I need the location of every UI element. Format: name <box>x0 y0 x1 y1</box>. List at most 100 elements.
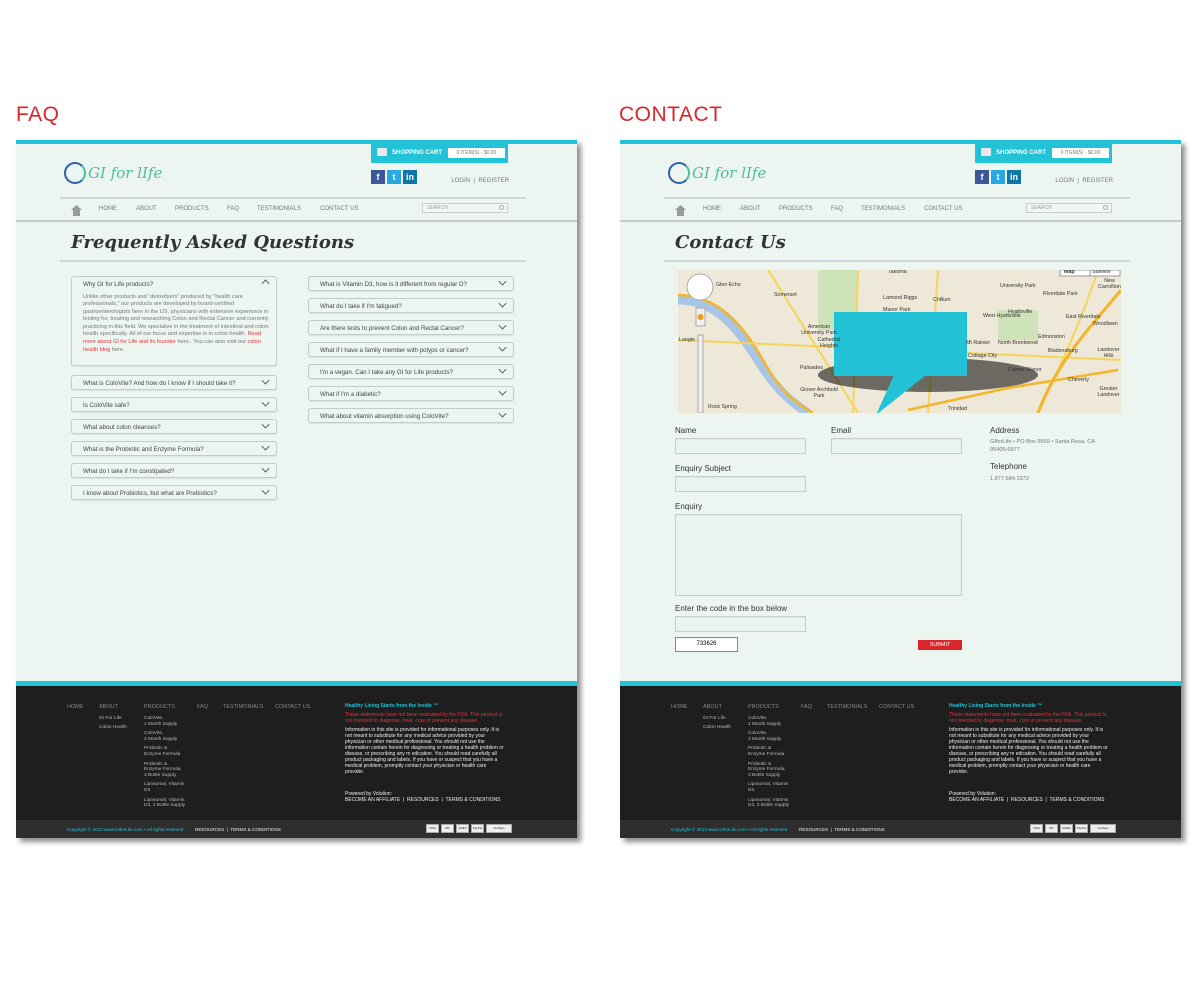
nav-products[interactable]: PRODUCTS <box>175 206 209 212</box>
chevron-down-icon[interactable] <box>261 486 270 495</box>
chevron-down-icon[interactable] <box>261 376 270 385</box>
faq-item[interactable]: What if I'm a diabetic? <box>308 386 514 401</box>
nav-about[interactable]: ABOUT <box>740 206 761 212</box>
faq-item[interactable]: What do I take if I'm fatigued? <box>308 298 514 313</box>
footer-links[interactable]: BECOME AN AFFILIATE | RESOURCES | TERMS … <box>345 797 501 803</box>
subject-input[interactable] <box>675 476 806 492</box>
faq-item[interactable]: I'm a vegan. Can I take any GI for Life … <box>308 364 514 379</box>
facebook-icon[interactable]: f <box>371 170 385 184</box>
linkedin-icon[interactable]: in <box>403 170 417 184</box>
chevron-down-icon[interactable] <box>261 398 270 407</box>
faq-item[interactable]: What is the Probiotic and Enzyme Formula… <box>71 441 277 456</box>
chevron-down-icon[interactable] <box>498 321 507 330</box>
faq-item[interactable]: What is Vitamin D3, how is it different … <box>308 276 514 291</box>
nav-contact-us[interactable]: CONTACT US <box>320 206 359 212</box>
chevron-down-icon[interactable] <box>261 442 270 451</box>
nav-home[interactable]: HOME <box>99 206 117 212</box>
nav-contact-us[interactable]: CONTACT US <box>924 206 963 212</box>
footer-about-link[interactable]: Colon Health <box>703 725 731 730</box>
footer-nav-home[interactable]: HOME <box>67 704 84 710</box>
facebook-icon[interactable]: f <box>975 170 989 184</box>
footer-product-link[interactable]: ColoVite, 1 Month Supply <box>144 716 178 727</box>
home-icon[interactable] <box>675 203 686 216</box>
footer-nav-testimonials[interactable]: TESTIMONIALS <box>827 704 868 710</box>
chevron-down-icon[interactable] <box>261 420 270 429</box>
footer-nav-products[interactable]: PRODUCTS <box>748 704 779 710</box>
footer-about-link[interactable]: GI For Life <box>99 716 122 721</box>
faq-item[interactable]: What about vitamin absorption using Colo… <box>308 408 514 423</box>
footer-product-link[interactable]: Probiotic & Enzyme Formula <box>748 746 785 757</box>
founder-link[interactable]: Read more about GI for Life and its foun… <box>83 331 262 346</box>
login-link[interactable]: LOGIN <box>1055 178 1075 184</box>
footer-nav-contact-us[interactable]: CONTACT US <box>275 704 311 710</box>
map-type-satellite[interactable]: Satellite <box>1092 270 1111 275</box>
faq-item-open[interactable]: Why GI for Life products? Unlike other p… <box>71 276 277 366</box>
footer-product-link[interactable]: Probiotic & Enzyme Formula <box>144 746 181 757</box>
register-link[interactable]: REGISTER <box>478 178 509 184</box>
faq-item[interactable]: Is ColoVite safe? <box>71 397 277 412</box>
nav-testimonials[interactable]: TESTIMONIALS <box>861 206 906 212</box>
nav-faq[interactable]: FAQ <box>227 206 240 212</box>
nav-testimonials[interactable]: TESTIMONIALS <box>257 206 302 212</box>
footer-nav-about[interactable]: ABOUT <box>99 704 118 710</box>
login-link[interactable]: LOGIN <box>451 178 471 184</box>
footer-nav-testimonials[interactable]: TESTIMONIALS <box>223 704 264 710</box>
footer-nav-home[interactable]: HOME <box>671 704 688 710</box>
linkedin-icon[interactable]: in <box>1007 170 1021 184</box>
footer-product-link[interactable]: Liposomal, Vitamin D3 <box>144 782 185 793</box>
search-input[interactable]: SEARCH <box>422 203 508 213</box>
blog-link[interactable]: colon health blog <box>83 339 261 353</box>
footer-nav-products[interactable]: PRODUCTS <box>144 704 175 710</box>
footer-nav-about[interactable]: ABOUT <box>703 704 722 710</box>
chevron-down-icon[interactable] <box>498 409 507 418</box>
footer-product-link[interactable]: ColoVite, 3 Month Supply <box>144 731 178 742</box>
shopping-cart-button[interactable]: SHOPPING CART 0 ITEM(S) - $0.00 <box>371 143 508 163</box>
footer-nav-contact-us[interactable]: CONTACT US <box>879 704 915 710</box>
footer-product-link[interactable]: Liposomal, Vitamin D3, 3 Bottle Supply <box>748 797 790 809</box>
footer-product-link[interactable]: ColoVite, 3 Month Supply <box>748 731 782 742</box>
enquiry-textarea[interactable] <box>675 514 962 596</box>
footer-about-link[interactable]: GI For Life <box>703 716 726 721</box>
chevron-up-icon[interactable] <box>261 279 270 288</box>
faq-item[interactable]: What is ColoVite? And how do I know if I… <box>71 375 277 390</box>
twitter-icon[interactable]: t <box>991 170 1005 184</box>
footer-product-link[interactable]: Liposomal, Vitamin D3, 3 Bottle Supply <box>144 797 186 809</box>
chevron-down-icon[interactable] <box>498 365 507 374</box>
faq-item[interactable]: I know about Probiotics, but what are Pr… <box>71 485 277 500</box>
footer-links[interactable]: BECOME AN AFFILIATE | RESOURCES | TERMS … <box>949 797 1105 803</box>
map-type-map[interactable]: Map <box>1064 270 1075 275</box>
footer-bottom-links[interactable]: RESOURCES | TERMS & CONDITIONS <box>195 827 281 832</box>
chevron-down-icon[interactable] <box>498 277 507 286</box>
logo[interactable]: GI for lIfe <box>668 160 766 186</box>
footer-about-link[interactable]: Colon Health <box>99 725 127 730</box>
footer-product-link[interactable]: ColoVite, 1 Month Supply <box>748 716 782 727</box>
search-input[interactable]: SEARCH <box>1026 203 1112 213</box>
shopping-cart-button[interactable]: SHOPPING CART 0 ITEM(S) - $0.00 <box>975 143 1112 163</box>
email-input[interactable] <box>831 438 962 454</box>
footer-product-link[interactable]: Liposomal, Vitamin D3 <box>748 782 789 793</box>
faq-item[interactable]: What if I have a family member with poly… <box>308 342 514 357</box>
faq-item[interactable]: What do I take if I'm constipated? <box>71 463 277 478</box>
faq-item[interactable]: What about colon cleanses? <box>71 419 277 434</box>
footer-bottom-links[interactable]: RESOURCES | TERMS & CONDITIONS <box>799 827 885 832</box>
location-map[interactable]: Map Satellite Glen Echo Somerset Takoma Lam… <box>678 270 1121 413</box>
twitter-icon[interactable]: t <box>387 170 401 184</box>
chevron-down-icon[interactable] <box>498 387 507 396</box>
footer-product-link[interactable]: Probiotic & Enzyme Formula, 3 Bottle Sup… <box>748 761 786 778</box>
chevron-down-icon[interactable] <box>498 343 507 352</box>
footer-product-link[interactable]: Probiotic & Enzyme Formula, 3 Bottle Sup… <box>144 761 182 778</box>
faq-item[interactable]: Are there tests to prevent Colon and Rec… <box>308 320 514 335</box>
footer-nav-faq[interactable]: FAQ <box>801 704 813 710</box>
register-link[interactable]: REGISTER <box>1082 178 1113 184</box>
nav-faq[interactable]: FAQ <box>831 206 844 212</box>
search-icon[interactable] <box>499 205 504 210</box>
nav-products[interactable]: PRODUCTS <box>779 206 813 212</box>
submit-button[interactable]: SUBMIT <box>918 640 962 650</box>
nav-home[interactable]: HOME <box>703 206 721 212</box>
name-input[interactable] <box>675 438 806 454</box>
chevron-down-icon[interactable] <box>498 299 507 308</box>
code-input[interactable] <box>675 616 806 632</box>
search-icon[interactable] <box>1103 205 1108 210</box>
footer-nav-faq[interactable]: FAQ <box>197 704 209 710</box>
home-icon[interactable] <box>71 203 82 216</box>
